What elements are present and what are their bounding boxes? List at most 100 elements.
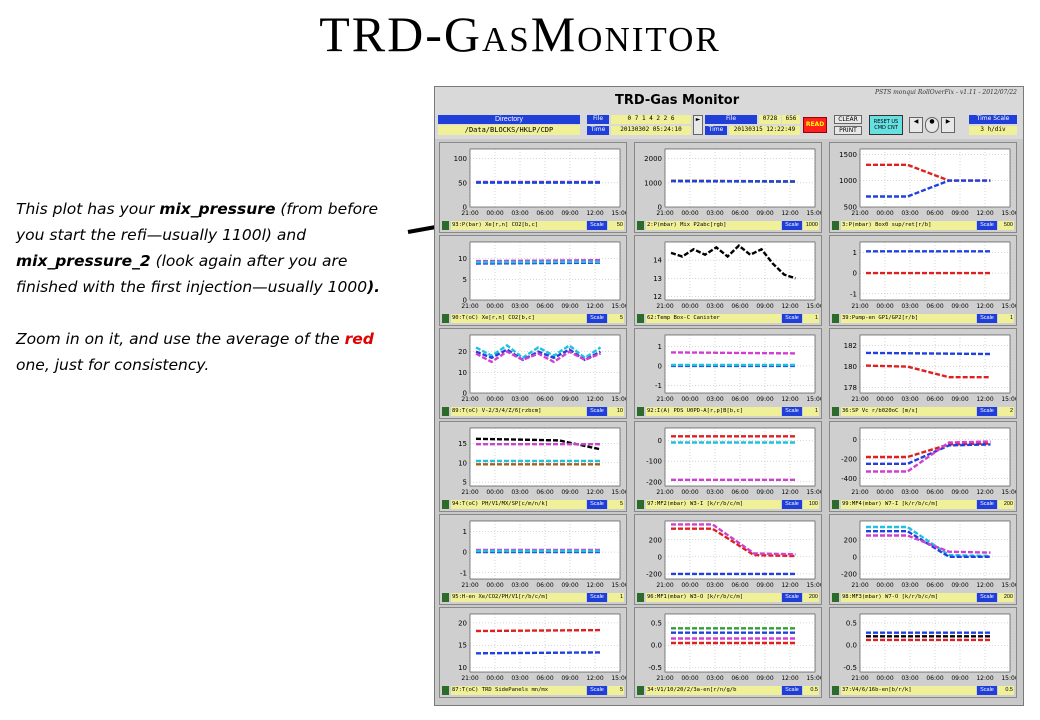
scale-value[interactable]: 200 (998, 500, 1014, 509)
plot-settings-icon[interactable] (637, 221, 644, 230)
scale-button[interactable]: Scale (782, 221, 802, 230)
plot-panel[interactable]: 2000 1000 0 21:00 00:00 03:00 06:00 09:00 12:00 1… (634, 142, 822, 233)
center-button[interactable]: ● (925, 117, 939, 133)
plot-panel[interactable]: 200 0 -200 21:00 00:00 03:00 06:00 09:00 12:00 15… (634, 514, 822, 605)
plot-settings-icon[interactable] (832, 407, 839, 416)
scale-value[interactable]: 5 (608, 314, 624, 323)
plot-panel[interactable]: 1 0 -1 21:00 00:00 03:00 06:00 09:00 12:00 15:00 9… (634, 328, 822, 419)
plot-label[interactable]: 39:Pump-en GP1/GP2[r/b] (841, 314, 976, 323)
plot-panel[interactable]: 0 -100 -200 21:00 00:00 03:00 06:00 09:00 12:00 1… (634, 421, 822, 512)
file-number-field[interactable]: 0 7 1 4 2 2 6 (611, 115, 691, 124)
scale-button[interactable]: Scale (782, 407, 802, 416)
plot-settings-icon[interactable] (637, 593, 644, 602)
plot-panel[interactable]: 0 -200 -400 21:00 00:00 03:00 06:00 09:00 12:00 1… (829, 421, 1017, 512)
scale-value[interactable]: 50 (608, 221, 624, 230)
plot-label[interactable]: 97:MF2(mbar) W3-I [k/r/b/c/m] (646, 500, 781, 509)
plot-label[interactable]: 92:I(A) PDS U0PD-A[r,p]B[b,c] (646, 407, 781, 416)
scale-button[interactable]: Scale (782, 314, 802, 323)
plot-settings-icon[interactable] (442, 500, 449, 509)
plot-settings-icon[interactable] (637, 500, 644, 509)
scale-button[interactable]: Scale (977, 314, 997, 323)
scroll-right-button[interactable]: ▶ (941, 117, 955, 133)
plot-panel[interactable]: 100 50 0 21:00 00:00 03:00 06:00 09:00 12:00 15:0… (439, 142, 627, 233)
scale-button[interactable]: Scale (587, 221, 607, 230)
plot-panel[interactable]: 1500 1000 500 21:00 00:00 03:00 06:00 09:00 12:0… (829, 142, 1017, 233)
plot-settings-icon[interactable] (637, 407, 644, 416)
scale-button[interactable]: Scale (977, 221, 997, 230)
plot-settings-icon[interactable] (832, 686, 839, 695)
plot-settings-icon[interactable] (442, 407, 449, 416)
plot-label[interactable]: 94:T(oC) PH/V1/MX/SP[c/m/n/k] (451, 500, 586, 509)
scale-button[interactable]: Scale (782, 500, 802, 509)
plot-label[interactable]: 90:T(oC) Xe[r,n] CO2[b,c] (451, 314, 586, 323)
plot-settings-icon[interactable] (832, 221, 839, 230)
scale-value[interactable]: 1 (998, 314, 1014, 323)
plot-panel[interactable]: 14 13 12 21:00 00:00 03:00 06:00 09:00 12:00 15:0… (634, 235, 822, 326)
scale-value[interactable]: 1 (803, 314, 819, 323)
plot-settings-icon[interactable] (637, 686, 644, 695)
directory-field[interactable]: /Data/BLOCKS/HKLP/CDP (438, 125, 580, 135)
plot-settings-icon[interactable] (442, 593, 449, 602)
scale-value[interactable]: 1 (803, 407, 819, 416)
file2-number-field[interactable]: 0728 (759, 115, 781, 124)
scale-value[interactable]: 10 (608, 407, 624, 416)
scale-value[interactable]: 100 (803, 500, 819, 509)
plot-label[interactable]: 99:MF4(mbar) W7-I [k/r/b/c/m] (841, 500, 976, 509)
scale-button[interactable]: Scale (977, 500, 997, 509)
plot-label[interactable]: 37:V4/6/16b-en[b/r/k] (841, 686, 976, 695)
time-end-field[interactable]: 20130315 12:22:49 (729, 126, 800, 135)
plot-settings-icon[interactable] (442, 686, 449, 695)
scale-button[interactable]: Scale (977, 593, 997, 602)
scale-value[interactable]: 5 (608, 686, 624, 695)
plot-label[interactable]: 34:V1/10/20/2/3a-en[r/n/g/b (646, 686, 781, 695)
read-button[interactable]: READ (803, 117, 827, 133)
plot-panel[interactable]: 1 0 -1 21:00 00:00 03:00 06:00 09:00 12:00 15:00 9… (439, 514, 627, 605)
reset-cmd-button[interactable]: RESET US CMD CNT (869, 115, 903, 135)
plot-panel[interactable]: 0.5 0.0 -0.5 21:00 00:00 03:00 06:00 09:00 12:00… (634, 607, 822, 698)
plot-label[interactable]: 96:MF1(mbar) W3-O [k/r/b/c/m] (646, 593, 781, 602)
plot-settings-icon[interactable] (832, 593, 839, 602)
scale-value[interactable]: 200 (803, 593, 819, 602)
plot-panel[interactable]: 200 0 -200 21:00 00:00 03:00 06:00 09:00 12:00 15… (829, 514, 1017, 605)
plot-panel[interactable]: 10 5 021:00 00:00 03:00 06:00 09:00 12:00 15:00 9… (439, 235, 627, 326)
scale-value[interactable]: 500 (998, 221, 1014, 230)
plot-settings-icon[interactable] (637, 314, 644, 323)
scale-button[interactable]: Scale (782, 593, 802, 602)
scale-value[interactable]: 0.5 (998, 686, 1014, 695)
scroll-left-button[interactable]: ◀ (909, 117, 923, 133)
plot-label[interactable]: 98:MF3(mbar) W7-O [k/r/b/c/m] (841, 593, 976, 602)
scale-value[interactable]: 200 (998, 593, 1014, 602)
plot-panel[interactable]: 20 10 021:00 00:00 03:00 06:00 09:00 12:00 15:00… (439, 328, 627, 419)
plot-label[interactable]: 62:Temp Box-C Canister (646, 314, 781, 323)
plot-label[interactable]: 95:H-en Xe/CO2/PH/V1[r/b/c/m] (451, 593, 586, 602)
scale-button[interactable]: Scale (587, 500, 607, 509)
plot-panel[interactable]: 1 0 -1 21:00 00:00 03:00 06:00 09:00 12:00 15:00 3… (829, 235, 1017, 326)
plot-settings-icon[interactable] (442, 221, 449, 230)
step-arrow-button[interactable]: ► (693, 115, 703, 135)
scale-value[interactable]: 2 (998, 407, 1014, 416)
plot-settings-icon[interactable] (832, 314, 839, 323)
plot-settings-icon[interactable] (832, 500, 839, 509)
plot-label[interactable]: 2:P(mbar) Mix P2abc[rgb] (646, 221, 781, 230)
scale-value[interactable]: 5 (608, 500, 624, 509)
plot-label[interactable]: 89:T(oC) V-2/3/4/Z/6[rzbcm] (451, 407, 586, 416)
plot-label[interactable]: 36:SP Vc r/b020oC [m/s] (841, 407, 976, 416)
plot-label[interactable]: 87:T(oC) TRD SidePanels mn/mx (451, 686, 586, 695)
timescale-field[interactable]: 3 h/div (969, 126, 1017, 135)
print-button[interactable]: PRINT (834, 126, 862, 135)
scale-button[interactable]: Scale (977, 686, 997, 695)
plot-panel[interactable]: 15 10 5 21:00 00:00 03:00 06:00 09:00 12:00 15:00… (439, 421, 627, 512)
plot-panel[interactable]: 20 15 10 21:00 00:00 03:00 06:00 09:00 12:00 15:0… (439, 607, 627, 698)
scale-button[interactable]: Scale (587, 407, 607, 416)
plot-label[interactable]: 3:P(mbar) Box0 sup/ret[r/b] (841, 221, 976, 230)
scale-value[interactable]: 1000 (803, 221, 819, 230)
time-start-field[interactable]: 20130302 05:24:10 (611, 126, 691, 135)
scale-button[interactable]: Scale (587, 686, 607, 695)
plot-panel[interactable]: 0.5 0.0 -0.5 21:00 00:00 03:00 06:00 09:00 12:00… (829, 607, 1017, 698)
scale-button[interactable]: Scale (977, 407, 997, 416)
scale-value[interactable]: 0.5 (803, 686, 819, 695)
clear-button[interactable]: CLEAR (834, 115, 862, 124)
plot-label[interactable]: 93:P(bar) Xe[r,n] CO2[b,c] (451, 221, 586, 230)
scale-button[interactable]: Scale (587, 314, 607, 323)
scale-value[interactable]: 1 (608, 593, 624, 602)
